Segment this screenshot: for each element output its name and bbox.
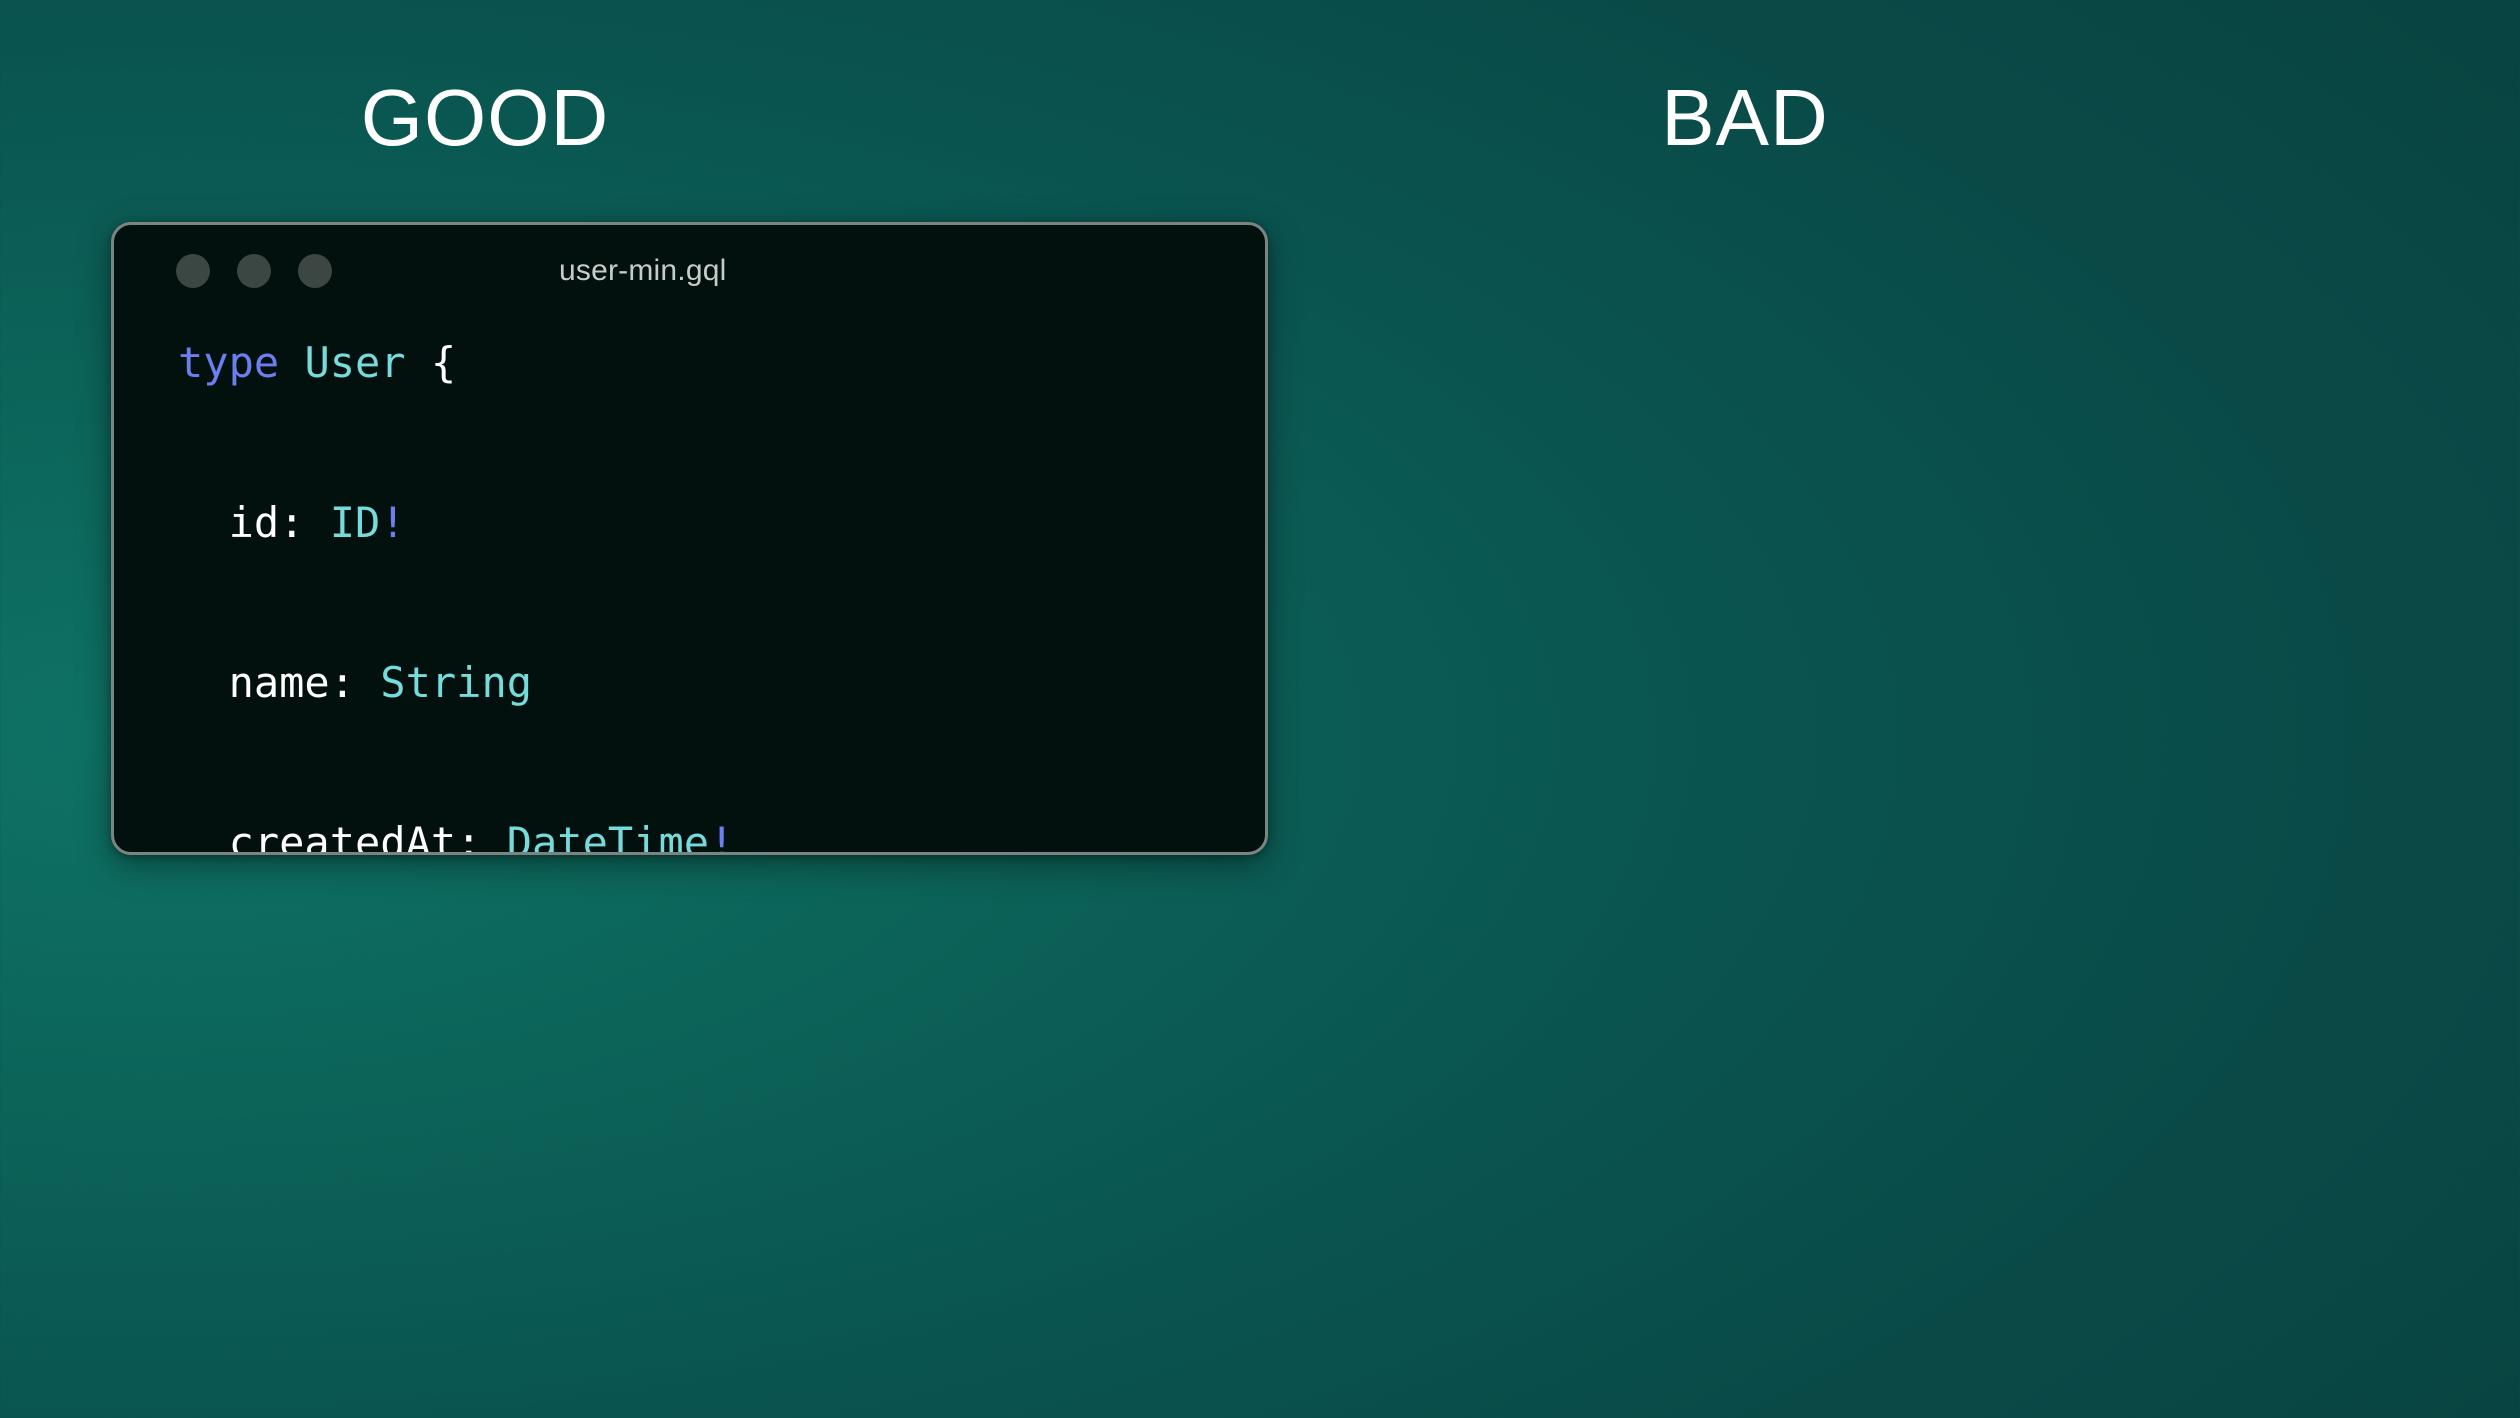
code-block-good: type User { id: ID! name: String created… xyxy=(178,323,1265,855)
minimize-dot-icon[interactable] xyxy=(237,254,271,288)
close-dot-icon[interactable] xyxy=(176,254,210,288)
code-token-punct: { xyxy=(430,338,457,387)
maximize-dot-icon[interactable] xyxy=(298,254,332,288)
code-window-good[interactable]: user-min.gql type User { id: ID! name: S… xyxy=(111,222,1268,855)
code-token-bang: ! xyxy=(709,818,735,855)
code-token-punct xyxy=(279,338,304,387)
code-token-field: id: xyxy=(178,498,330,547)
code-line: type User { xyxy=(178,323,1265,403)
code-line: id: ID! xyxy=(178,483,1265,563)
column-title-bad: BAD xyxy=(1661,73,1829,162)
column-title-good: GOOD xyxy=(360,73,610,162)
traffic-lights-good xyxy=(176,254,332,288)
code-line: createdAt: DateTime! xyxy=(178,803,1265,855)
code-token-type: DateTime xyxy=(506,818,710,855)
window-titlebar-good: user-min.gql xyxy=(114,225,1265,317)
code-token-type: String xyxy=(380,658,533,707)
code-token-kw: type xyxy=(178,338,280,387)
code-token-punct xyxy=(406,338,431,387)
code-token-type: User xyxy=(304,338,406,387)
code-token-field: name: xyxy=(178,658,381,707)
window-filename-good: user-min.gql xyxy=(559,254,727,287)
column-good: GOOD user-min.gql type User { id: ID! na… xyxy=(111,73,1268,855)
code-token-type: ID xyxy=(329,498,381,547)
code-line: name: String xyxy=(178,643,1265,723)
code-token-bang: ! xyxy=(380,498,406,547)
column-bad: BAD user-etc.gql type User { id: ID! nam… xyxy=(1260,0,2520,1418)
code-token-field: createdAt: xyxy=(178,818,507,855)
